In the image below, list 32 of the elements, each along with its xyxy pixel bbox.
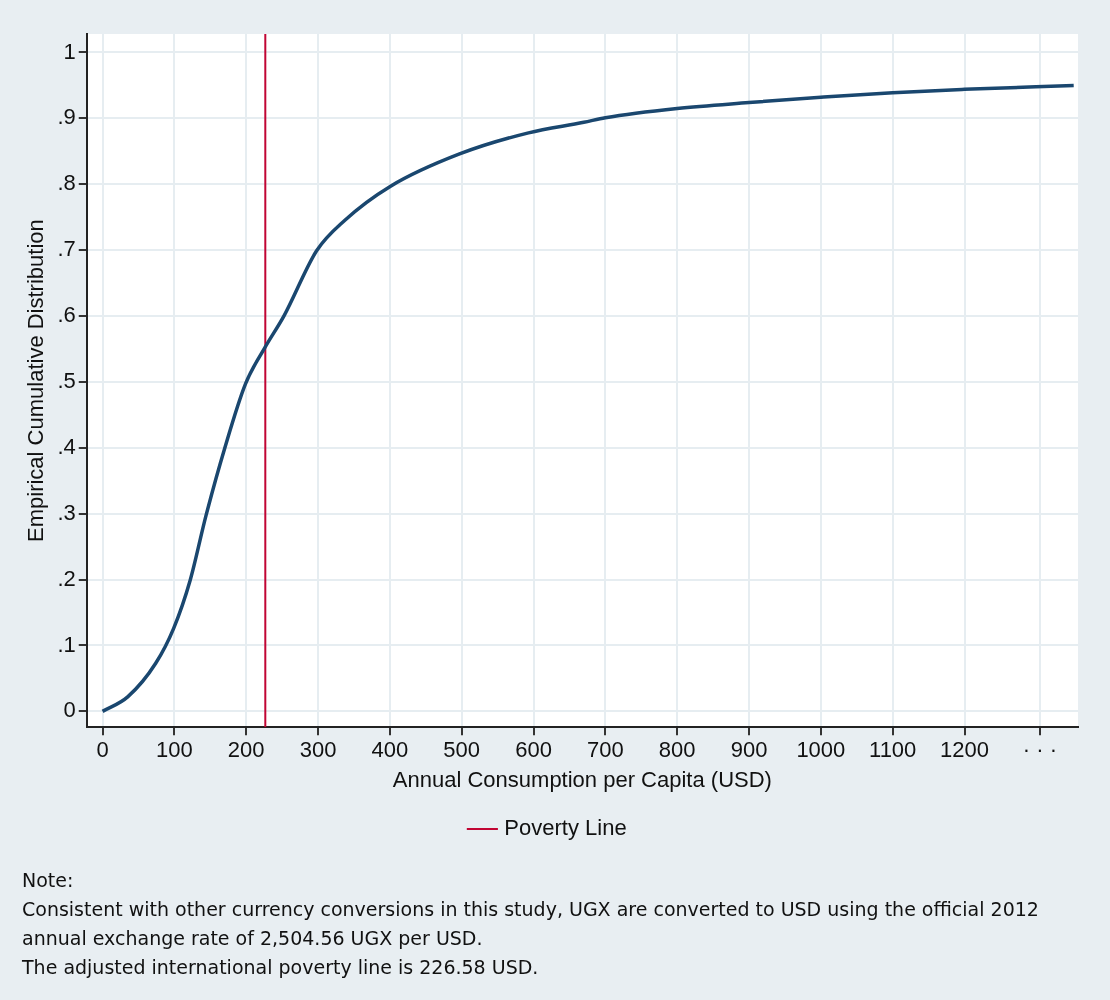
x-tick-label: 600 xyxy=(515,737,552,763)
x-tick-label: · · · xyxy=(1022,737,1058,763)
y-tick-label: .3 xyxy=(57,499,76,525)
y-tick-label: .2 xyxy=(57,565,76,591)
text: The adjusted international poverty line is 226.58 USD. xyxy=(22,955,540,980)
y-tick-label: 1 xyxy=(63,38,76,64)
y-tick-label: .9 xyxy=(57,104,76,130)
text: Note: xyxy=(22,868,75,893)
x-tick-label: 700 xyxy=(587,737,624,763)
x-tick-label: 300 xyxy=(299,737,337,763)
y-tick-label: .8 xyxy=(57,170,76,196)
text: Consistent with other currency conversions in this study, UGX are converted to USD using the official 2012 annual exchange rate of 2,504.56 UGX per USD. xyxy=(22,897,1040,951)
x-tick-label: 500 xyxy=(443,737,481,763)
x-tick-label: 900 xyxy=(730,737,768,763)
line-series xyxy=(100,83,1076,714)
x-tick-label: 100 xyxy=(156,737,193,763)
y-tick-label: .7 xyxy=(57,236,76,262)
y-tick-label: .5 xyxy=(57,367,76,393)
x-tick-label: 1200 xyxy=(940,737,989,763)
y-tick-label: 0 xyxy=(63,697,76,723)
y-tick-label: .4 xyxy=(57,433,76,459)
y-tick-label: .6 xyxy=(57,302,76,328)
x-tick-label: 200 xyxy=(227,737,265,763)
x-axis-title: Annual Consumption per Capita (USD) xyxy=(392,766,772,792)
y-tick-label: .1 xyxy=(57,631,76,657)
legend-label: Poverty Line xyxy=(504,815,627,841)
x-tick-label: 0 xyxy=(96,737,109,763)
x-tick-label: 1000 xyxy=(796,737,846,763)
x-tick-label: 400 xyxy=(371,737,409,763)
y-axis-title: Empirical Cumulative Distribution xyxy=(23,219,49,542)
x-tick-label: 800 xyxy=(658,737,696,763)
x-tick-label: 1100 xyxy=(869,737,917,763)
